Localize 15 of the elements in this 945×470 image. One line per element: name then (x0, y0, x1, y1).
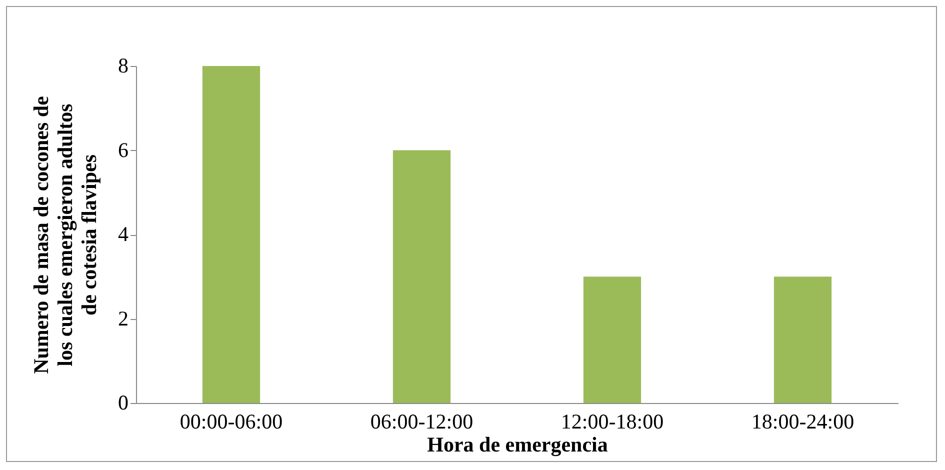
x-tick-label: 00:00-06:00 (180, 410, 283, 434)
bar (774, 276, 832, 403)
bar (583, 276, 642, 403)
x-tick-label: 12:00-18:00 (560, 410, 664, 434)
y-tick-label: 4 (118, 222, 129, 246)
bar (392, 150, 451, 403)
y-tick-label: 0 (118, 390, 128, 414)
x-axis-title: Hora de emergencia (427, 432, 608, 456)
bar (202, 66, 260, 403)
y-tick-label: 6 (118, 138, 128, 162)
y-tick-label: 2 (118, 306, 128, 330)
y-tick-label: 8 (118, 54, 128, 78)
y-axis-title: Numero de masa de cocones de los cuales emergieron adultos de cotesia flavipes (29, 96, 101, 374)
x-tick-label: 06:00-12:00 (370, 410, 474, 434)
x-tick-label: 18:00-24:00 (751, 410, 854, 434)
